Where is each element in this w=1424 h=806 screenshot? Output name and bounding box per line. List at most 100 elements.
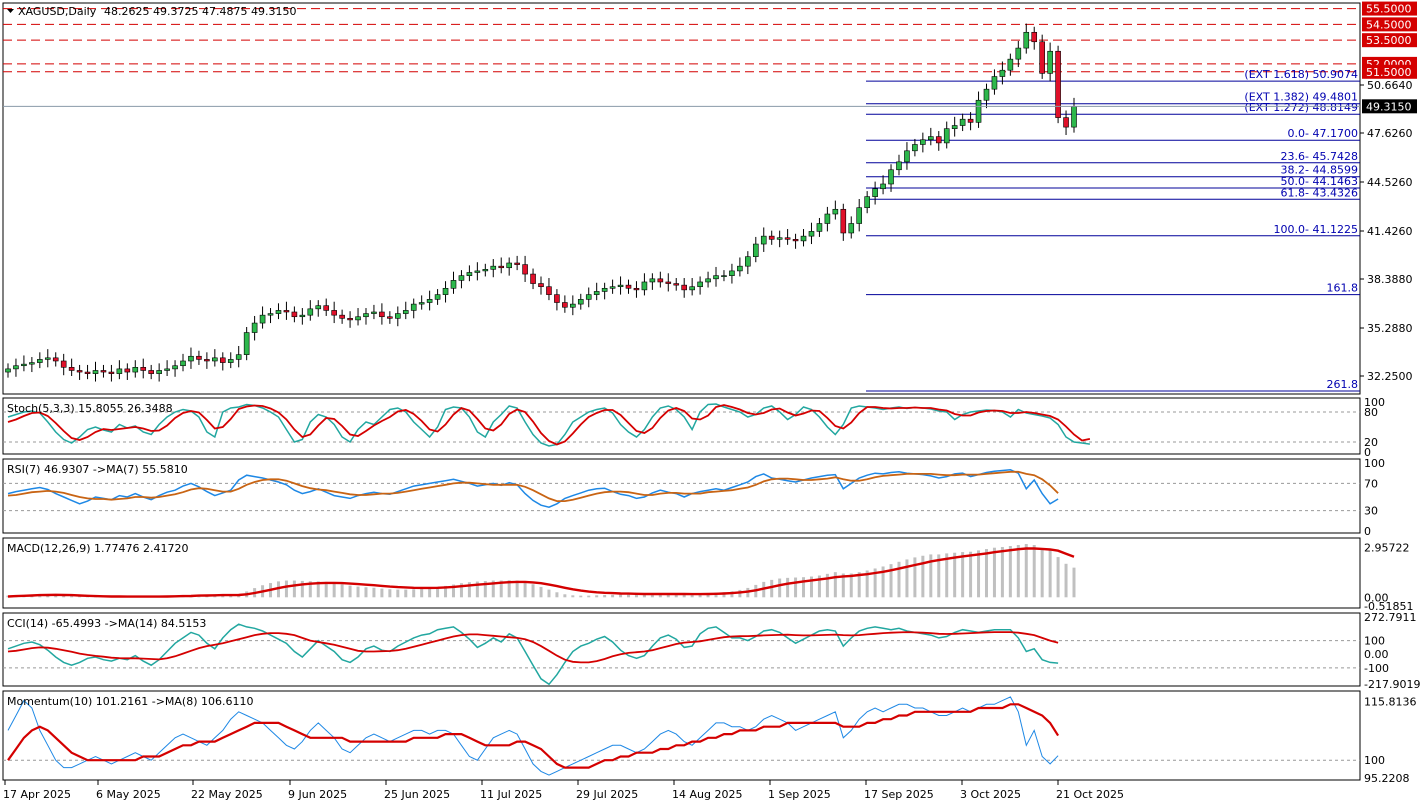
momentum-ma-line bbox=[7, 703, 1060, 769]
fibo-label: 261.8 bbox=[1327, 378, 1359, 391]
candle-body bbox=[243, 332, 250, 355]
macd-histogram-bar bbox=[1048, 550, 1052, 598]
ohlc-values: 48.2625 49.3725 47.4875 49.3150 bbox=[104, 5, 296, 18]
candle-body bbox=[665, 281, 672, 284]
price-tick-label: 44.5260 bbox=[1367, 176, 1413, 189]
candle-body bbox=[172, 365, 178, 370]
rsi-pane: 100 70 30 0 RSI(7) 46.9307 ->MA(7) 55.5810 bbox=[2, 457, 1385, 538]
macd-histogram-bar bbox=[1016, 545, 1020, 598]
macd-histogram-bar bbox=[809, 576, 813, 598]
candle-body bbox=[745, 256, 751, 267]
candle-body bbox=[514, 262, 520, 265]
dropdown-triangle-icon[interactable] bbox=[7, 9, 14, 13]
macd-histogram-bar bbox=[412, 589, 416, 598]
candle-body bbox=[76, 370, 83, 373]
macd-histogram-bar bbox=[889, 564, 893, 598]
macd-histogram-bar bbox=[499, 580, 503, 598]
candle-body bbox=[601, 287, 608, 292]
macd-histogram-bar bbox=[539, 586, 543, 598]
candle-body bbox=[339, 314, 345, 319]
candle-body bbox=[371, 311, 377, 314]
candle-body bbox=[148, 370, 154, 374]
candle-body bbox=[617, 284, 624, 288]
candle-body bbox=[562, 302, 568, 308]
candle-body bbox=[625, 284, 632, 289]
price-pane[interactable] bbox=[2, 2, 1361, 395]
macd-histogram-bar bbox=[682, 594, 686, 598]
macd-histogram-bar bbox=[515, 580, 519, 598]
momentum-pane: 115.8136 100 95.2208 Momentum(10) 101.2161 … bbox=[2, 690, 1417, 785]
candle-body bbox=[402, 310, 409, 314]
candle-body bbox=[904, 150, 910, 163]
candle-body bbox=[44, 357, 51, 360]
macd-histogram-bar bbox=[1000, 547, 1004, 598]
macd-histogram-bar bbox=[531, 584, 535, 598]
candle-body bbox=[681, 284, 687, 291]
candle-body bbox=[840, 208, 847, 234]
candle-body bbox=[490, 265, 497, 270]
candle-body bbox=[227, 359, 234, 363]
candle-body bbox=[1023, 31, 1030, 49]
candle-body bbox=[283, 310, 290, 313]
candle-body bbox=[999, 69, 1006, 77]
macd-histogram-bar bbox=[380, 588, 384, 598]
candle-body bbox=[975, 99, 982, 123]
date-tick-label: 6 May 2025 bbox=[96, 788, 161, 801]
macd-histogram-bar bbox=[523, 581, 527, 598]
macd-frame bbox=[2, 537, 1361, 609]
candle-body bbox=[1015, 47, 1022, 60]
date-tick-label: 11 Jul 2025 bbox=[480, 788, 542, 801]
date-tick-label: 17 Apr 2025 bbox=[3, 788, 71, 801]
candle-body bbox=[577, 299, 584, 305]
fibo-label: (EXT 1.272) 48.8149 bbox=[1244, 101, 1358, 114]
candle-body bbox=[204, 359, 210, 362]
candle-body bbox=[5, 368, 11, 373]
candle-body bbox=[824, 213, 831, 224]
candle-body bbox=[641, 281, 648, 291]
candle-body bbox=[888, 169, 894, 185]
candle-body bbox=[291, 311, 298, 318]
cci-ma-line bbox=[7, 631, 1059, 664]
candle-body bbox=[13, 365, 19, 370]
macd-histogram-bar bbox=[619, 594, 623, 598]
candle-body bbox=[546, 286, 552, 295]
cci-axis-label: 272.7911 bbox=[1364, 611, 1417, 624]
macd-histogram-bar bbox=[388, 589, 392, 598]
macd-histogram-bar bbox=[817, 575, 821, 598]
candle-body bbox=[379, 311, 385, 318]
rsi-line bbox=[7, 469, 1059, 508]
stoch-axis-label: 100 bbox=[1364, 396, 1385, 409]
candle-body bbox=[800, 235, 807, 242]
macd-histogram-bar bbox=[404, 589, 408, 598]
candle-body bbox=[935, 136, 942, 144]
macd-histogram-bar bbox=[674, 593, 678, 598]
candle-body bbox=[609, 286, 616, 289]
macd-histogram-bar bbox=[475, 581, 479, 598]
macd-histogram-bar bbox=[658, 593, 662, 598]
candle-body bbox=[737, 265, 743, 272]
level-tag-label: 51.5000 bbox=[1366, 66, 1412, 79]
candle-body bbox=[856, 207, 863, 224]
candle-body bbox=[124, 368, 131, 373]
macd-histogram-bar bbox=[483, 581, 487, 598]
fibo-label: 38.2- 44.8599 bbox=[1281, 164, 1358, 177]
macd-histogram-bar bbox=[1008, 546, 1012, 598]
macd-histogram-bar bbox=[436, 586, 440, 598]
candle-body bbox=[434, 294, 441, 300]
macd-histogram-bar bbox=[595, 595, 599, 598]
macd-histogram-bar bbox=[698, 593, 702, 598]
macd-histogram-bar bbox=[364, 587, 368, 598]
candle-body bbox=[951, 125, 958, 129]
macd-histogram-bar bbox=[650, 594, 654, 598]
level-tag bbox=[1362, 1, 1417, 16]
macd-histogram-bar bbox=[634, 594, 638, 598]
candle-body bbox=[530, 273, 536, 284]
candle-body bbox=[752, 243, 759, 257]
cci-axis-label: -217.9019 bbox=[1364, 678, 1420, 691]
macd-histogram-bar bbox=[1024, 544, 1028, 598]
macd-histogram-bar bbox=[1072, 567, 1076, 598]
fibonacci-levels: (EXT 1.618) 50.9074 (EXT 1.382) 49.4801(E… bbox=[866, 68, 1360, 392]
